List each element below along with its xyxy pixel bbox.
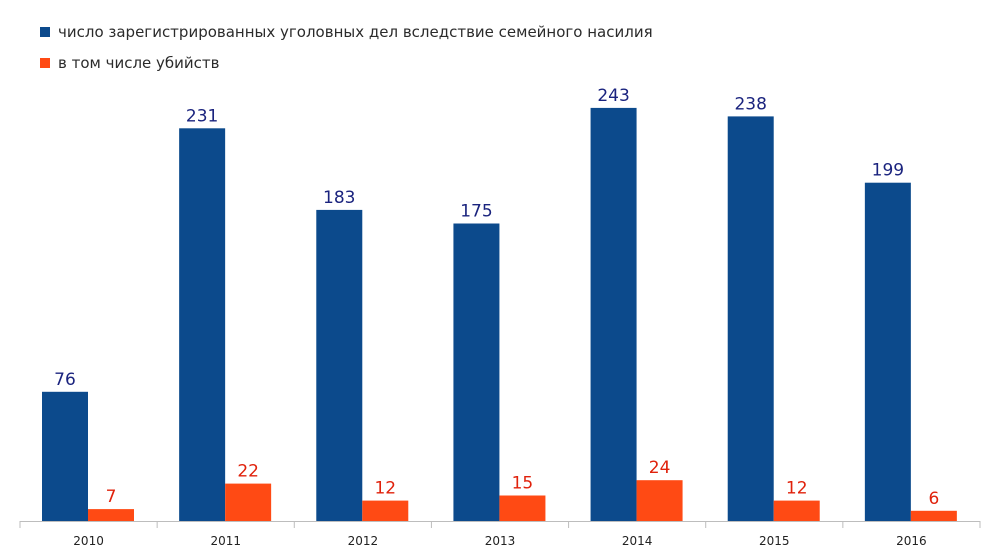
bar-cases-2016: [864, 182, 911, 521]
data-label-murders-2011: 22: [237, 462, 259, 482]
x-tick-label-2016: 2016: [896, 534, 927, 548]
bar-cases-2015: [727, 116, 774, 522]
legend-label-series-1: в том числе убийств: [58, 54, 220, 72]
bar-cases-2011: [179, 128, 226, 522]
bar-murders-2016: [910, 510, 957, 521]
legend-item-series-0: число зарегистрированных уголовных дел в…: [40, 23, 653, 41]
data-label-murders-2015: 12: [786, 479, 808, 499]
data-label-murders-2010: 7: [106, 487, 117, 507]
x-axis: 2010 2011 2012 2013 2014 2015 2016: [19, 521, 981, 548]
x-tick-label-2011: 2011: [210, 534, 241, 548]
bars-group: [42, 107, 957, 522]
x-tick-label-2012: 2012: [348, 534, 379, 548]
value-labels-group: 76 7 231 22 183 12 175 15 243 24 238 12 199 6: [54, 86, 939, 509]
legend-label-series-0: число зарегистрированных уголовных дел в…: [58, 23, 653, 41]
x-tick-label-2010: 2010: [73, 534, 104, 548]
bar-murders-2010: [88, 509, 134, 521]
data-label-cases-2015: 238: [734, 94, 766, 114]
data-label-cases-2016: 199: [872, 161, 904, 181]
bar-murders-2011: [225, 483, 272, 521]
bar-murders-2014: [636, 480, 683, 521]
legend: число зарегистрированных уголовных дел в…: [40, 23, 653, 72]
bar-murders-2015: [773, 500, 820, 521]
x-tick-label-2013: 2013: [485, 534, 516, 548]
x-tick-label-2014: 2014: [622, 534, 653, 548]
legend-swatch-series-1: [40, 58, 50, 68]
x-tick-label-2015: 2015: [759, 534, 790, 548]
legend-item-series-1: в том числе убийств: [40, 54, 220, 72]
bar-murders-2013: [499, 495, 546, 521]
data-label-cases-2013: 175: [460, 202, 492, 222]
bar-murders-2012: [362, 500, 409, 521]
bar-cases-2012: [316, 209, 363, 521]
data-label-cases-2012: 183: [323, 188, 355, 208]
data-label-murders-2016: 6: [928, 489, 939, 509]
bar-cases-2014: [590, 107, 637, 522]
data-label-cases-2011: 231: [186, 106, 218, 126]
bar-cases-2013: [453, 223, 500, 521]
data-label-murders-2012: 12: [374, 479, 396, 499]
data-label-murders-2014: 24: [649, 458, 671, 478]
bar-cases-2010: [42, 391, 88, 521]
legend-swatch-series-0: [40, 27, 50, 37]
data-label-cases-2010: 76: [54, 370, 76, 390]
data-label-murders-2013: 15: [512, 474, 534, 494]
data-label-cases-2014: 243: [597, 86, 629, 106]
